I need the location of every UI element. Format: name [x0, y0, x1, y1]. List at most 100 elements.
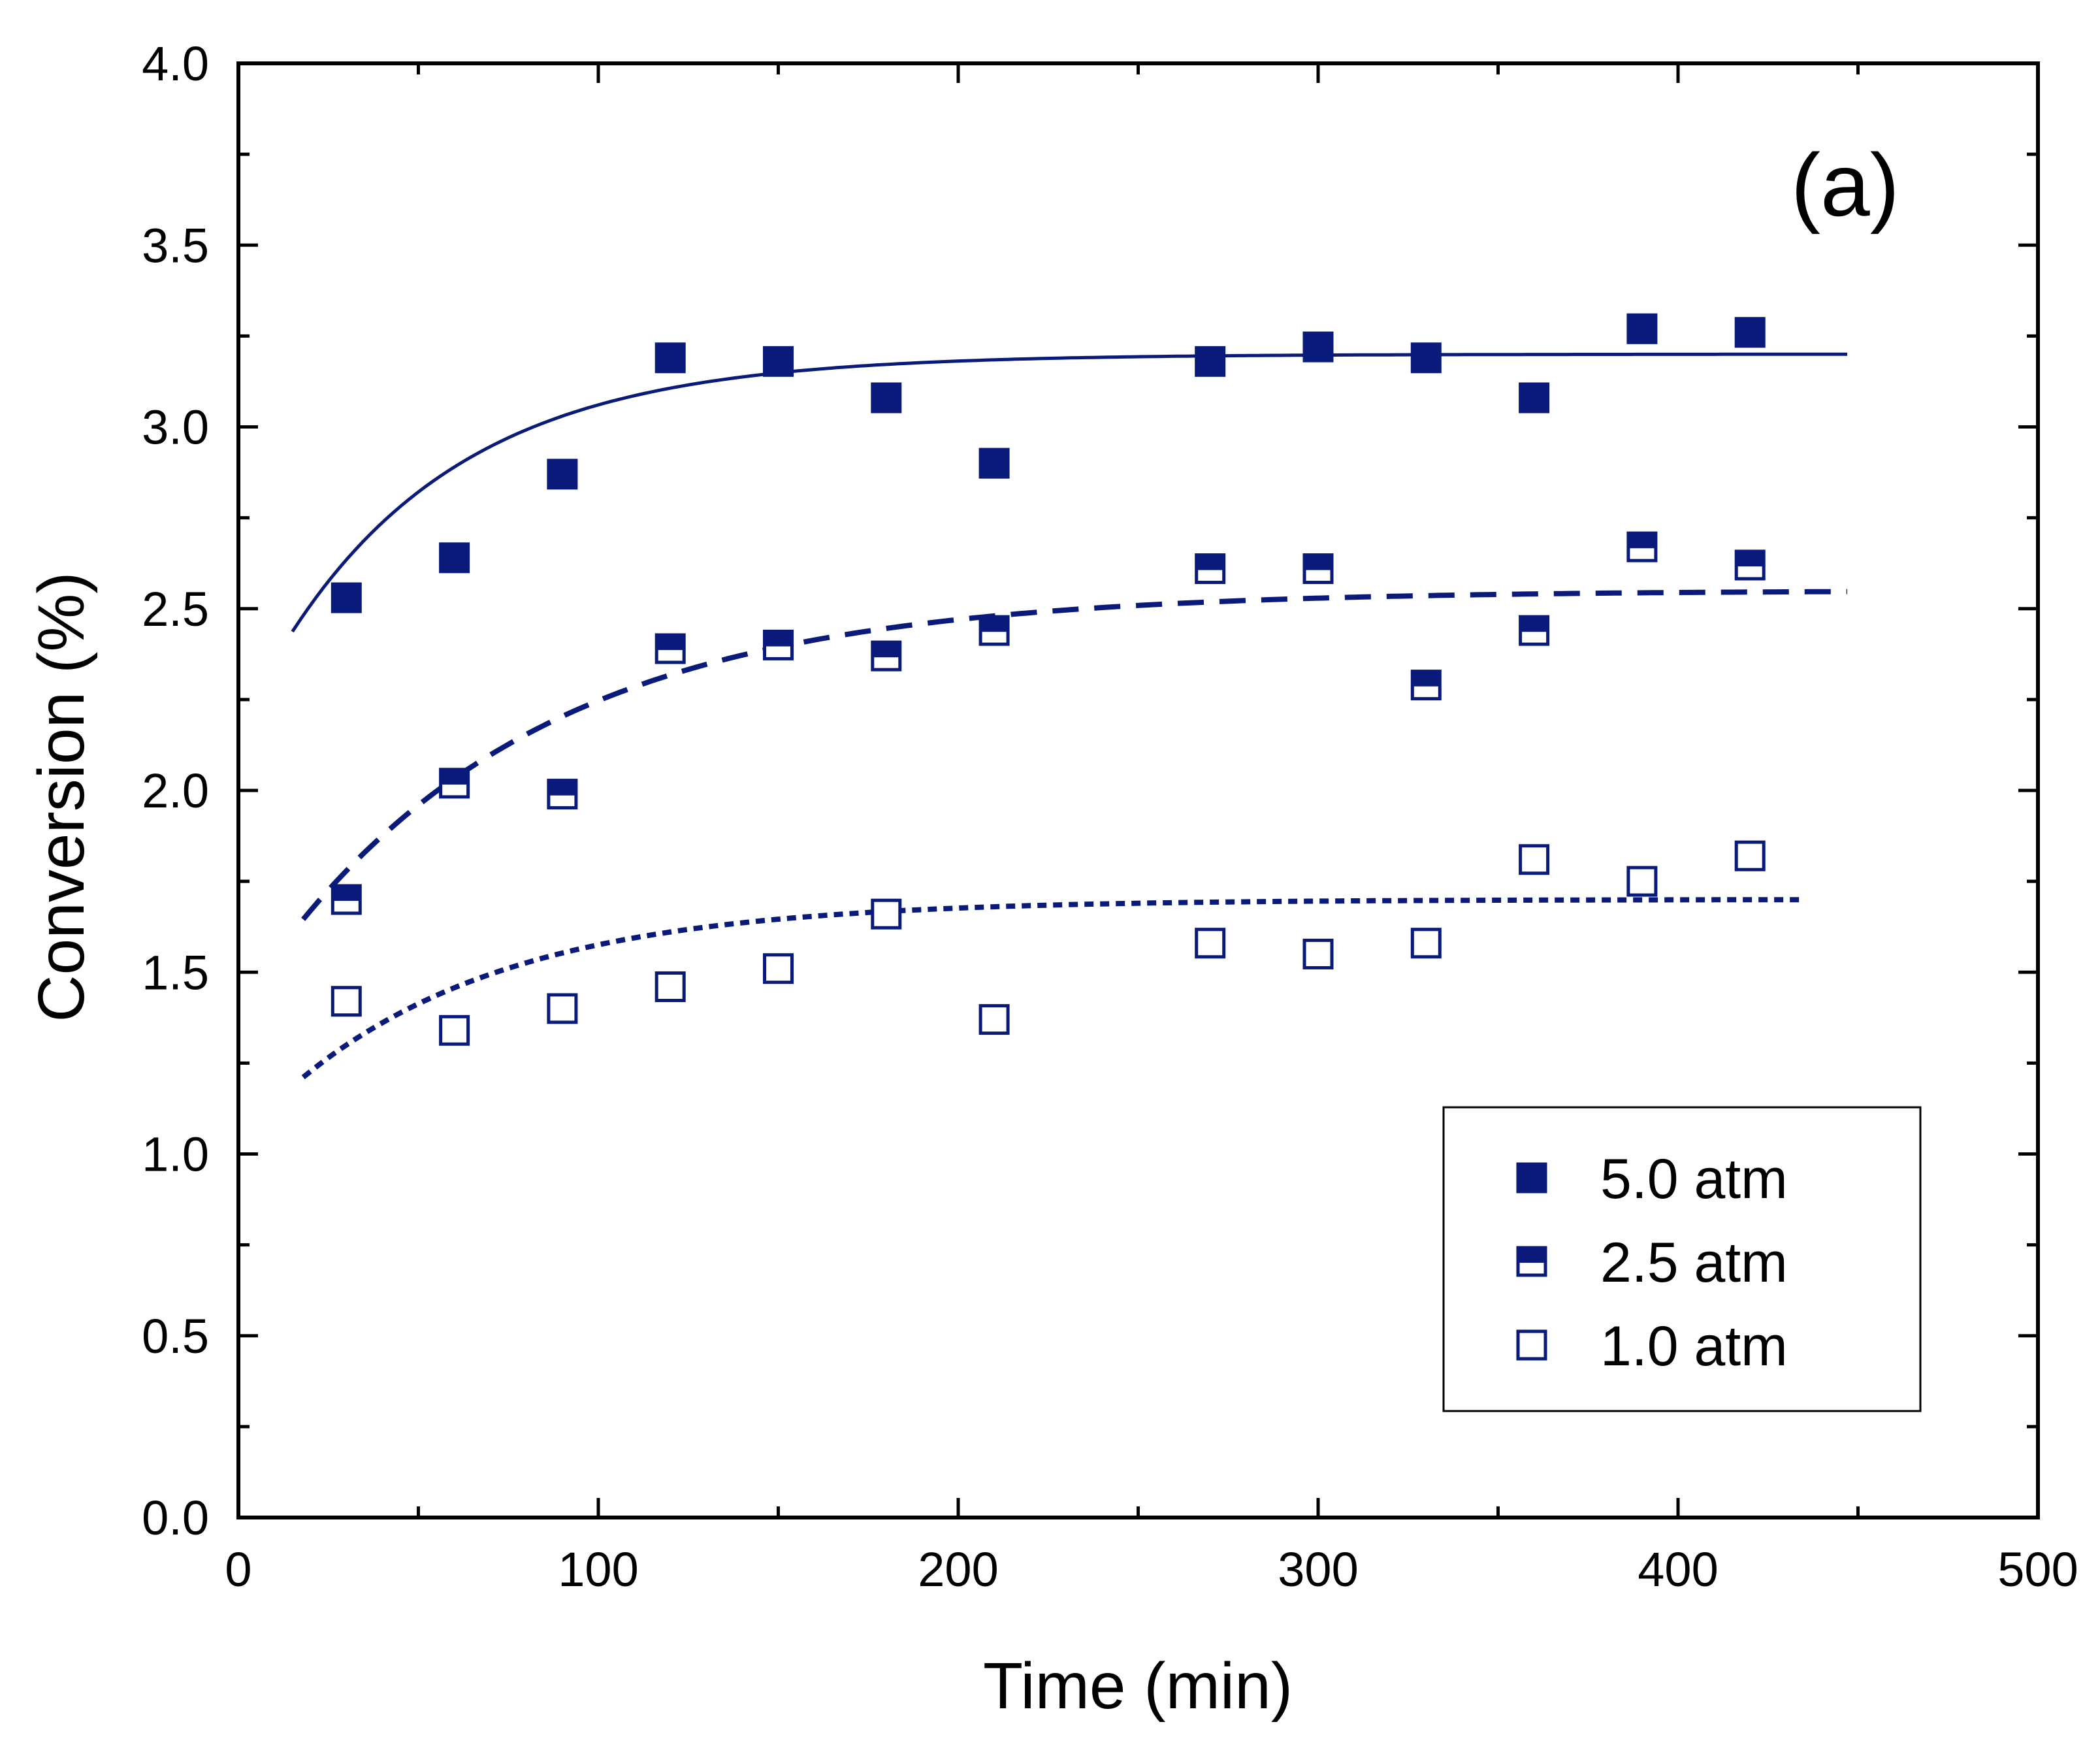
- marker-square: [439, 542, 470, 574]
- marker-square: [331, 582, 362, 613]
- marker-square: [763, 346, 794, 377]
- marker-square: [1626, 313, 1658, 344]
- point-5-0-atm: [1195, 346, 1226, 377]
- marker-fill: [440, 769, 468, 785]
- marker-square: [1519, 844, 1550, 875]
- marker-square: [1516, 1329, 1547, 1361]
- legend-entries: 5.0 atm 2.5 atm 1.0 atm: [1516, 1148, 1788, 1378]
- marker-fill: [656, 634, 685, 651]
- fit-curves: [291, 352, 1847, 1080]
- point-5-0-atm: [978, 447, 1010, 479]
- marker-square: [1516, 1162, 1547, 1194]
- marker-square: [1302, 331, 1334, 363]
- point-2-5-atm: [978, 615, 1010, 646]
- point-2-5-atm: [1734, 549, 1766, 581]
- marker-square: [654, 342, 686, 374]
- point-2-5-atm: [1302, 553, 1334, 585]
- marker-square: [1410, 928, 1442, 959]
- marker-square: [1302, 938, 1334, 969]
- marker-fill: [1304, 555, 1332, 570]
- legend-label: 5.0 atm: [1600, 1148, 1788, 1210]
- point-5-0-atm: [1734, 317, 1766, 348]
- point-2-5-atm: [439, 768, 470, 799]
- fit-curve-5-0-atm: [291, 352, 1847, 633]
- x-tick-label: 0: [225, 1542, 251, 1597]
- marker-square: [331, 986, 362, 1017]
- y-tick-label: 1.5: [142, 945, 209, 999]
- point-1-0-atm: [654, 971, 686, 1003]
- legend-marker: [1516, 1162, 1547, 1194]
- x-axis-title: Time (min): [983, 1649, 1293, 1723]
- y-tick-label: 4.0: [142, 37, 209, 91]
- point-5-0-atm: [871, 382, 902, 414]
- point-2-5-atm: [1195, 553, 1226, 585]
- point-5-0-atm: [547, 459, 578, 490]
- point-1-0-atm: [1626, 866, 1658, 897]
- y-tick-label: 3.0: [142, 400, 209, 455]
- point-1-0-atm: [1519, 844, 1550, 875]
- point-1-0-atm: [763, 953, 794, 984]
- y-tick-label: 0.5: [142, 1309, 209, 1363]
- marker-fill: [764, 631, 792, 647]
- x-tick-label: 500: [1997, 1542, 2078, 1597]
- point-2-5-atm: [1626, 531, 1658, 562]
- marker-fill: [1736, 551, 1764, 567]
- point-5-0-atm: [1410, 342, 1442, 374]
- point-1-0-atm: [1195, 928, 1226, 959]
- marker-square: [1195, 928, 1226, 959]
- x-tick-label: 100: [558, 1542, 638, 1597]
- point-5-0-atm: [1302, 331, 1334, 363]
- marker-square: [547, 459, 578, 490]
- point-1-0-atm: [1410, 928, 1442, 959]
- panel-label: (a): [1791, 135, 1899, 235]
- marker-square: [1519, 382, 1550, 414]
- marker-fill: [1628, 533, 1656, 549]
- point-5-0-atm: [439, 542, 470, 574]
- marker-square: [439, 1015, 470, 1046]
- marker-square: [763, 953, 794, 984]
- legend-label: 2.5 atm: [1600, 1231, 1788, 1294]
- point-2-5-atm: [1410, 670, 1442, 701]
- y-tick-label: 2.0: [142, 764, 209, 818]
- point-1-0-atm: [439, 1015, 470, 1046]
- y-tick-label: 3.5: [142, 218, 209, 272]
- point-5-0-atm: [331, 582, 362, 613]
- x-tick-label: 200: [918, 1542, 998, 1597]
- marker-square: [871, 898, 902, 930]
- legend-marker: [1516, 1329, 1547, 1361]
- y-tick-label: 0.0: [142, 1491, 209, 1545]
- x-tick-label: 300: [1278, 1542, 1358, 1597]
- point-1-0-atm: [1302, 938, 1334, 969]
- point-1-0-atm: [871, 898, 902, 930]
- marker-square: [1734, 317, 1766, 348]
- marker-square: [978, 447, 1010, 479]
- ticks: 0 100 200 300 400 500 0.0 0.5 1.0 1.5 2.0 2.5 3.0 3.5…: [142, 37, 2078, 1597]
- legend: 5.0 atm 2.5 atm 1.0 atm: [1442, 1106, 1922, 1412]
- point-1-0-atm: [1734, 840, 1766, 871]
- marker-square: [1195, 346, 1226, 377]
- point-1-0-atm: [331, 986, 362, 1017]
- point-5-0-atm: [654, 342, 686, 374]
- marker-square: [978, 1004, 1010, 1035]
- point-5-0-atm: [1519, 382, 1550, 414]
- point-1-0-atm: [978, 1004, 1010, 1035]
- marker-fill: [548, 780, 576, 796]
- marker-fill: [1412, 671, 1440, 687]
- marker-fill: [872, 642, 900, 658]
- fit-curve-1-0-atm: [301, 897, 1804, 1080]
- marker-fill: [332, 885, 361, 901]
- point-2-5-atm: [763, 629, 794, 660]
- marker-square: [1626, 866, 1658, 897]
- x-tick-label: 400: [1638, 1542, 1718, 1597]
- marker-square: [1410, 342, 1442, 374]
- marker-square: [654, 971, 686, 1003]
- marker-fill: [1196, 555, 1224, 570]
- point-2-5-atm: [1519, 615, 1550, 646]
- marker-fill: [1520, 617, 1548, 632]
- legend-marker: [1516, 1246, 1547, 1277]
- marker-square: [1734, 840, 1766, 871]
- point-2-5-atm: [547, 779, 578, 810]
- point-2-5-atm: [654, 633, 686, 664]
